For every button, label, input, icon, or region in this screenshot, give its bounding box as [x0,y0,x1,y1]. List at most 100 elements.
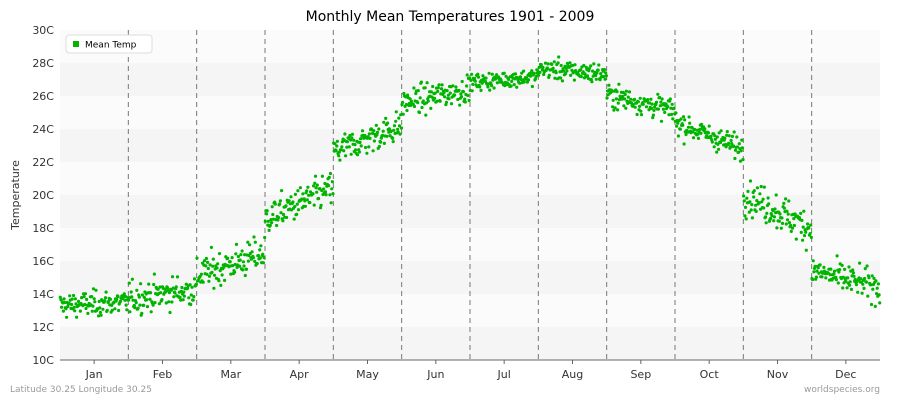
data-point [164,301,168,305]
data-point [80,296,84,300]
data-point [246,259,250,263]
data-point [540,68,545,72]
data-point [710,140,714,144]
data-point [767,202,771,206]
data-point [682,142,686,146]
data-point [259,244,263,248]
data-point [624,106,628,110]
data-point [298,186,302,190]
data-point [338,158,342,162]
data-point [340,145,344,149]
data-point [737,150,741,154]
data-point [669,106,673,110]
data-point [859,277,863,281]
data-point [512,83,516,87]
data-point [713,137,718,141]
data-point [409,99,413,103]
data-point [542,72,546,77]
data-point [760,200,764,204]
data-point [622,104,626,108]
data-point [72,305,76,309]
data-point [520,71,524,75]
data-point [599,72,603,76]
data-point [306,185,310,189]
data-point [319,203,323,207]
data-point [209,245,213,249]
data-point [792,223,797,228]
data-point [305,189,309,193]
data-point [312,184,316,188]
data-point [470,89,474,93]
data-point [368,136,372,140]
data-point [375,133,379,137]
data-point [656,107,661,111]
data-point [709,134,713,138]
data-point [570,63,575,68]
data-point [537,73,541,77]
data-point [217,252,222,256]
data-point [307,193,311,197]
y-axis-ticks: 10C 12C 14C 16C 18C 20C 22C 24C 26C 28C 30C [32,24,54,367]
data-point [782,201,786,205]
data-point [459,95,464,99]
data-point [683,118,687,122]
data-point [749,208,753,212]
data-point [605,96,609,100]
data-point [860,291,864,295]
data-point [876,282,881,286]
data-point [858,261,862,265]
data-point [136,306,140,310]
data-point [293,192,297,196]
data-point [866,294,870,298]
data-point [713,134,717,138]
data-point [546,62,550,66]
data-point [602,75,606,79]
data-point [653,105,657,109]
data-point [591,69,595,73]
data-point [314,186,318,190]
data-point [737,142,741,146]
data-point [530,69,534,73]
data-point [684,132,688,137]
data-point [822,265,826,269]
data-point [770,214,774,218]
data-point [62,297,66,301]
data-point [762,206,766,210]
data-point [620,97,624,101]
data-point [236,254,240,259]
data-point [192,277,197,281]
data-point [401,100,405,104]
data-point [212,286,216,290]
data-point [384,116,388,120]
data-point [686,125,691,129]
x-axis-ticks: Jan Feb Mar Apr May Jun Jul Aug Sep Oct Nov Dec [85,360,856,381]
data-point [451,84,455,88]
data-point [398,132,402,136]
data-point [75,315,79,319]
data-point [782,206,787,210]
data-point [743,214,747,218]
data-point [476,75,481,79]
data-point [594,73,598,78]
data-point [140,293,144,297]
data-point [484,76,488,80]
data-point [149,310,153,314]
data-point [809,223,813,227]
y-tick-label: 16C [32,255,54,268]
data-point [423,86,427,90]
data-point [799,211,803,215]
data-point [465,73,469,77]
data-point [777,219,782,223]
data-point [194,282,198,286]
data-point [142,295,146,299]
data-point [70,297,74,301]
x-tick-label: Nov [767,368,789,381]
data-point [569,73,573,77]
data-point [230,256,234,260]
data-point [659,100,663,104]
data-point [456,97,460,102]
data-point [727,134,731,138]
data-point [869,302,874,307]
data-point [192,295,196,299]
data-point [829,267,833,271]
